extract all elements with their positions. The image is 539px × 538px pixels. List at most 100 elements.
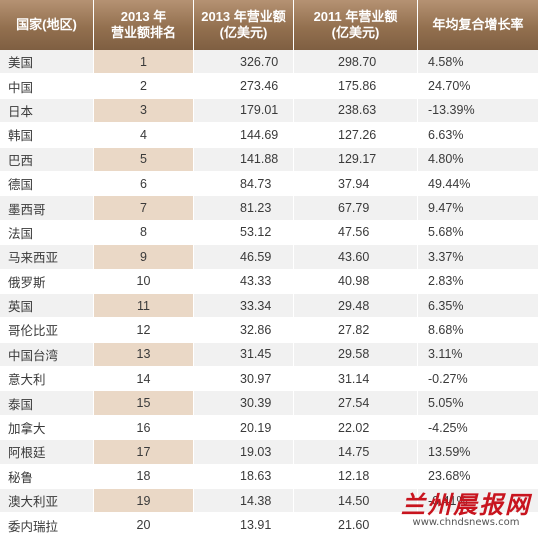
cell-rank: 12 xyxy=(94,318,194,343)
cell-revenue-2011: 37.94 xyxy=(294,171,418,197)
cell-revenue-2011: 12.18 xyxy=(294,464,418,490)
header-country: 国家(地区) xyxy=(0,0,94,50)
cell-revenue-2011: 40.98 xyxy=(294,269,418,294)
cell-revenue-2013: 30.39 xyxy=(194,391,294,416)
cell-revenue-2013: 43.33 xyxy=(194,269,294,294)
cell-country: 马来西亚 xyxy=(0,245,94,270)
cell-rank: 2 xyxy=(94,74,194,99)
header-country-label: 国家(地区) xyxy=(16,17,77,32)
cell-country: 德国 xyxy=(0,171,94,197)
cell-revenue-2013: 20.19 xyxy=(194,415,294,441)
cell-cagr: 3.37% xyxy=(418,245,539,270)
cell-cagr: 3.11% xyxy=(418,342,539,368)
cell-revenue-2011: 14.50 xyxy=(294,489,418,514)
cell-revenue-2013: 32.86 xyxy=(194,318,294,343)
cell-revenue-2013: 30.97 xyxy=(194,367,294,392)
cell-rank: 11 xyxy=(94,293,194,319)
cell-revenue-2011: 27.82 xyxy=(294,318,418,343)
cell-cagr: -4.25% xyxy=(418,415,539,441)
cell-country: 意大利 xyxy=(0,367,94,392)
header-revenue-2011: 2011 年营业额 (亿美元) xyxy=(294,0,418,50)
cell-rank: 16 xyxy=(94,415,194,441)
cell-country: 委内瑞拉 xyxy=(0,513,94,538)
cell-rank: 10 xyxy=(94,269,194,294)
cell-revenue-2011: 21.60 xyxy=(294,513,418,538)
cell-rank: 13 xyxy=(94,342,194,368)
cell-revenue-2011: 31.14 xyxy=(294,367,418,392)
cell-country: 中国台湾 xyxy=(0,342,94,368)
cell-revenue-2011: 29.48 xyxy=(294,293,418,319)
cell-revenue-2011: 27.54 xyxy=(294,391,418,416)
cell-country: 英国 xyxy=(0,293,94,319)
cell-revenue-2011: 127.26 xyxy=(294,123,418,148)
cell-rank: 18 xyxy=(94,464,194,490)
cell-rank: 1 xyxy=(94,50,194,75)
cell-rank: 15 xyxy=(94,391,194,416)
header-cagr-label: 年均复合增长率 xyxy=(432,17,524,32)
cell-rank: 9 xyxy=(94,245,194,270)
cell-revenue-2013: 19.03 xyxy=(194,440,294,465)
cell-rank: 14 xyxy=(94,367,194,392)
cell-cagr: -0.27% xyxy=(418,367,539,392)
cell-cagr: 24.70% xyxy=(418,74,539,99)
cell-country: 法国 xyxy=(0,220,94,246)
watermark: 兰州晨报网 www.chndsnews.com xyxy=(401,490,531,529)
header-revenue-2011-line1: 2011 年营业额 xyxy=(313,9,398,24)
cell-country: 中国 xyxy=(0,74,94,99)
cell-revenue-2011: 14.75 xyxy=(294,440,418,465)
cell-rank: 19 xyxy=(94,489,194,514)
cell-revenue-2013: 326.70 xyxy=(194,50,294,75)
cell-country: 韩国 xyxy=(0,123,94,148)
cell-cagr: 4.58% xyxy=(418,50,539,75)
cell-rank: 4 xyxy=(94,123,194,148)
cell-cagr: 23.68% xyxy=(418,464,539,490)
cell-rank: 6 xyxy=(94,171,194,197)
cell-revenue-2013: 33.34 xyxy=(194,293,294,319)
cell-country: 加拿大 xyxy=(0,415,94,441)
cell-revenue-2013: 46.59 xyxy=(194,245,294,270)
cell-revenue-2011: 129.17 xyxy=(294,147,418,172)
cell-country: 哥伦比亚 xyxy=(0,318,94,343)
cell-revenue-2013: 14.38 xyxy=(194,489,294,514)
cell-country: 泰国 xyxy=(0,391,94,416)
cell-cagr: -13.39% xyxy=(418,98,539,124)
cell-country: 日本 xyxy=(0,98,94,124)
header-rank-line2: 营业额排名 xyxy=(110,25,176,40)
cell-cagr: 5.05% xyxy=(418,391,539,416)
cell-revenue-2011: 175.86 xyxy=(294,74,418,99)
cell-revenue-2013: 141.88 xyxy=(194,147,294,172)
cell-revenue-2013: 18.63 xyxy=(194,464,294,490)
cell-cagr: -0.41% xyxy=(418,489,539,514)
cell-rank: 17 xyxy=(94,440,194,465)
cell-revenue-2011: 298.70 xyxy=(294,50,418,75)
cell-cagr: 2.83% xyxy=(418,269,539,294)
cell-cagr: 49.44% xyxy=(418,171,539,197)
header-revenue-2013-line2: (亿美元) xyxy=(219,25,268,40)
cell-cagr: 9.47% xyxy=(418,196,539,221)
cell-country: 阿根廷 xyxy=(0,440,94,465)
cell-cagr: 6.63% xyxy=(418,123,539,148)
cell-revenue-2011: 67.79 xyxy=(294,196,418,221)
cell-rank: 3 xyxy=(94,98,194,124)
cell-country: 美国 xyxy=(0,50,94,75)
cell-revenue-2013: 53.12 xyxy=(194,220,294,246)
cell-country: 秘鲁 xyxy=(0,464,94,490)
cell-revenue-2011: 238.63 xyxy=(294,98,418,124)
cell-revenue-2013: 273.46 xyxy=(194,74,294,99)
cell-revenue-2013: 81.23 xyxy=(194,196,294,221)
cell-cagr: 5.68% xyxy=(418,220,539,246)
cell-revenue-2013: 31.45 xyxy=(194,342,294,368)
cell-revenue-2013: 179.01 xyxy=(194,98,294,124)
cell-rank: 7 xyxy=(94,196,194,221)
cell-country: 俄罗斯 xyxy=(0,269,94,294)
cell-rank: 20 xyxy=(94,513,194,538)
cell-country: 墨西哥 xyxy=(0,196,94,221)
watermark-logo: 兰州晨报网 xyxy=(401,490,531,519)
cell-revenue-2013: 13.91 xyxy=(194,513,294,538)
cell-revenue-2011: 43.60 xyxy=(294,245,418,270)
watermark-url: www.chndsnews.com xyxy=(412,517,520,528)
cell-revenue-2013: 144.69 xyxy=(194,123,294,148)
header-revenue-2011-line2: (亿美元) xyxy=(331,25,380,40)
header-rank: 2013 年 营业额排名 xyxy=(94,0,194,50)
header-revenue-2013: 2013 年营业额 (亿美元) xyxy=(194,0,294,50)
